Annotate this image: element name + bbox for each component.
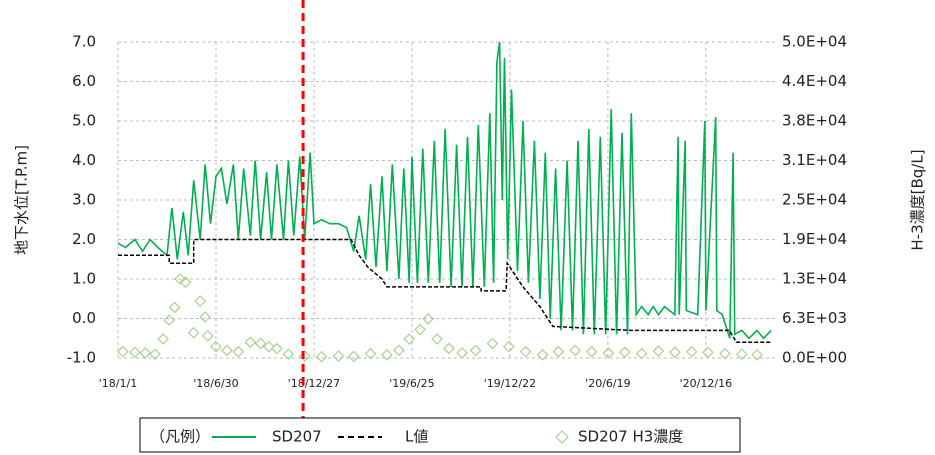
data-point: [393, 344, 405, 357]
x-tick-label: '20/12/16: [680, 377, 732, 390]
data-point: [221, 344, 233, 357]
data-point: [298, 350, 311, 362]
legend-label: SD207: [272, 428, 322, 446]
data-point: [751, 348, 763, 361]
data-point: [635, 347, 648, 360]
data-point: [585, 345, 598, 358]
data-point: [502, 340, 515, 353]
x-tick-label: '19/6/25: [389, 377, 434, 390]
data-point: [702, 346, 714, 359]
data-point: [149, 348, 161, 361]
series-line: [118, 238, 772, 343]
data-point: [652, 345, 665, 357]
x-tick-label: '18/12/27: [288, 377, 340, 390]
data-point: [456, 347, 468, 359]
y-tick-label: 3.0: [72, 191, 96, 209]
x-tick-label: '20/6/19: [585, 377, 630, 390]
data-point: [194, 295, 207, 307]
data-point: [602, 347, 615, 359]
legend-label: SD207 H3濃度: [578, 428, 683, 446]
data-point: [469, 344, 482, 357]
data-point: [262, 340, 275, 353]
y-tick-label: -1.0: [67, 349, 96, 367]
data-point: [174, 273, 186, 285]
data-point: [443, 342, 455, 355]
data-point: [168, 301, 181, 314]
data-point: [668, 346, 681, 359]
data-point: [403, 333, 416, 345]
data-point: [347, 350, 360, 363]
data-point: [210, 340, 222, 353]
data-point: [552, 345, 565, 358]
data-point: [486, 337, 499, 350]
data-point: [685, 345, 698, 358]
data-point: [232, 345, 245, 358]
y2-tick-label: 4.4E+04: [782, 72, 847, 90]
legend-box: [139, 417, 741, 453]
y2-tick-label: 6.3E+03: [782, 309, 847, 327]
data-point: [271, 342, 283, 355]
data-point: [422, 312, 435, 325]
data-point: [431, 333, 443, 345]
data-point: [129, 346, 141, 359]
y2-tick-label: 1.3E+04: [782, 270, 847, 288]
data-point: [157, 333, 170, 345]
legend-title: （凡例）: [150, 428, 210, 446]
x-tick-label: '19/12/22: [484, 377, 536, 390]
y-tick-label: 5.0: [72, 112, 96, 130]
data-point: [254, 337, 267, 350]
x-tick-label: '18/6/30: [193, 377, 238, 390]
data-point: [187, 326, 200, 339]
data-point: [117, 345, 129, 358]
y2-tick-label: 0.0E+00: [782, 349, 847, 367]
data-point: [332, 350, 345, 362]
data-point: [364, 347, 377, 360]
y-tick-label: 4.0: [72, 151, 96, 169]
y-tick-label: 0.0: [72, 309, 96, 327]
data-point: [201, 330, 214, 342]
data-point: [199, 311, 211, 323]
data-point: [315, 350, 328, 363]
series-line: [117, 41, 772, 340]
y-tick-label: 7.0: [72, 33, 96, 51]
data-point: [414, 323, 426, 336]
data-point: [536, 348, 549, 361]
data-point: [139, 347, 152, 359]
legend-marker: [555, 430, 569, 444]
y-tick-label: 6.0: [72, 72, 96, 90]
data-point: [179, 276, 192, 289]
y2-axis-title: H-3濃度[Bq/L]: [909, 149, 927, 250]
y-tick-label: 2.0: [72, 230, 96, 248]
y2-tick-label: 1.9E+04: [782, 230, 847, 248]
data-point: [381, 348, 393, 361]
x-tick-label: '18/1/1: [99, 377, 137, 390]
data-point: [244, 336, 257, 349]
data-point: [618, 346, 631, 359]
y-tick-label: 1.0: [72, 270, 96, 288]
data-point: [719, 347, 731, 360]
data-point: [163, 314, 176, 326]
y2-tick-label: 5.0E+04: [782, 33, 847, 51]
y2-tick-label: 3.1E+04: [782, 151, 847, 169]
legend-label: L値: [405, 428, 428, 446]
y2-tick-label: 3.8E+04: [782, 112, 847, 130]
y-axis-title: 地下水位[T.P.m]: [13, 145, 31, 255]
data-point: [735, 348, 748, 361]
data-point: [282, 348, 295, 361]
y2-tick-label: 2.5E+04: [782, 191, 847, 209]
data-point: [569, 344, 582, 357]
data-point: [519, 345, 532, 358]
